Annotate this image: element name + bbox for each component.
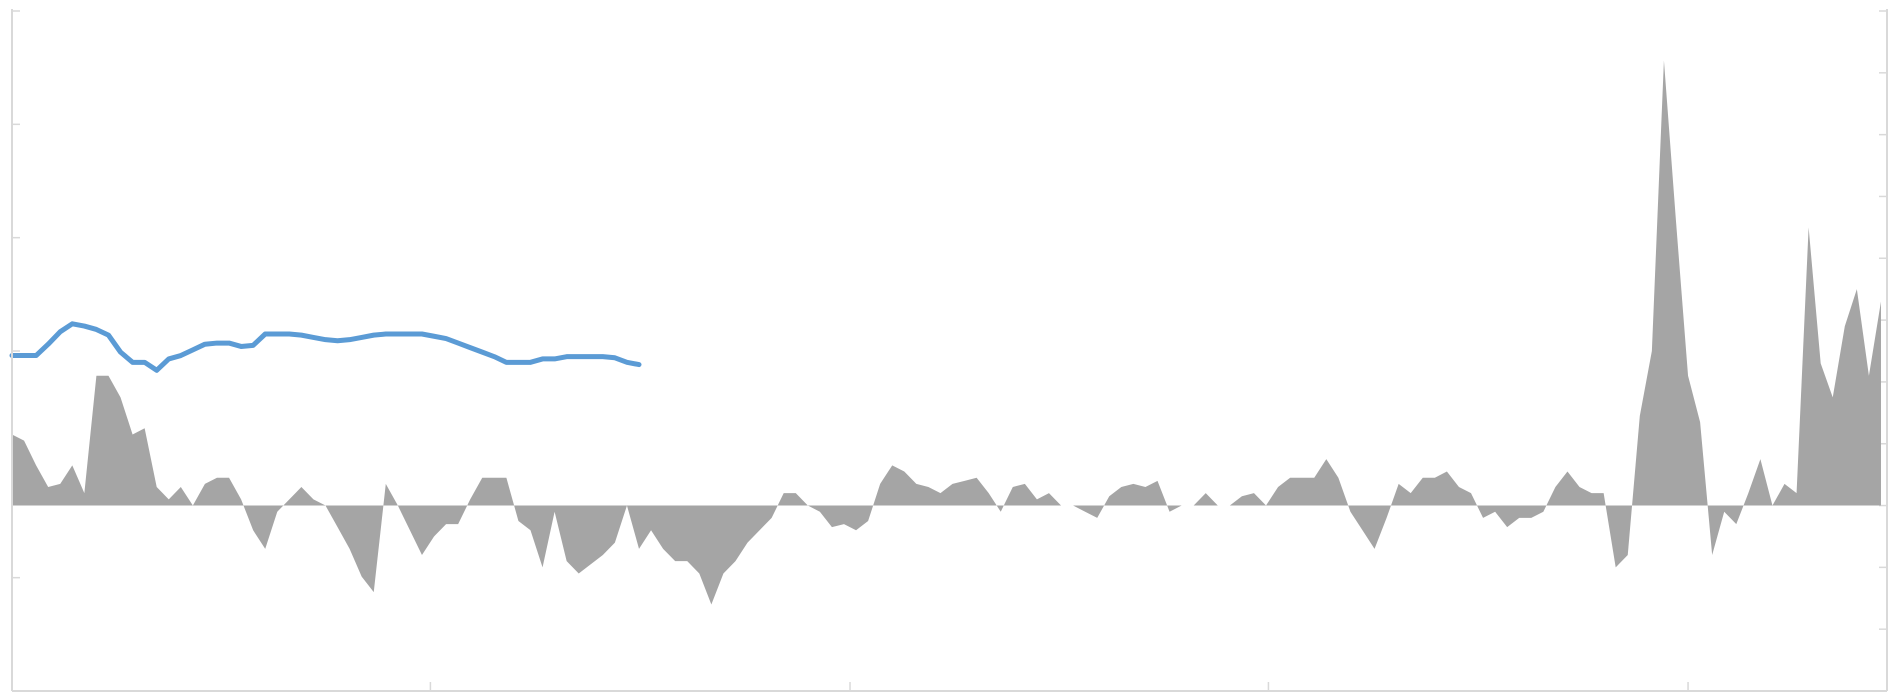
line bbox=[9, 321, 642, 373]
area bbox=[12, 60, 1881, 605]
